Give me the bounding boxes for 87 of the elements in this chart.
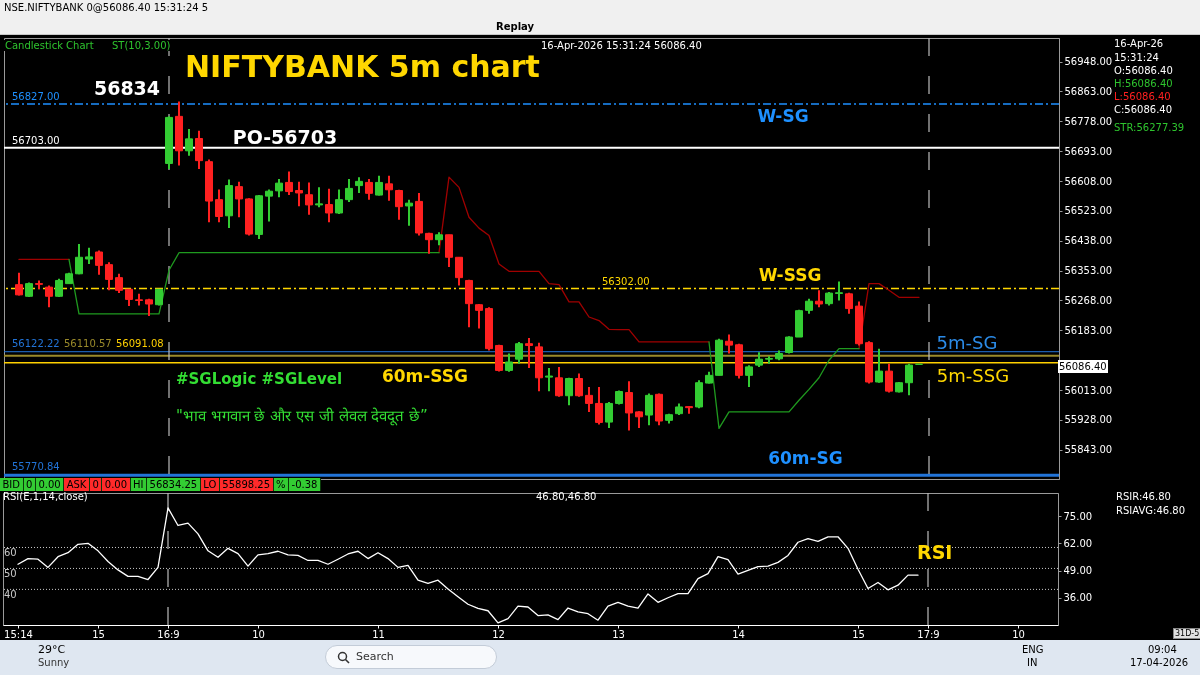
y-tick-label: 55843.00 xyxy=(1064,444,1113,456)
text: RSIAVG:46.80 xyxy=(1116,504,1186,516)
annotation: RSI xyxy=(917,540,953,563)
x-tick-label: 10 xyxy=(252,628,265,640)
annotation: 56086.40 xyxy=(1058,359,1108,373)
y-tick-label: 56268.00 xyxy=(1064,294,1113,306)
annotation: Candlestick Chart xyxy=(4,39,95,51)
x-tick-label: 13 xyxy=(612,628,625,640)
text: ENG xyxy=(1022,644,1044,655)
annotation: -0.38 xyxy=(289,478,321,491)
text: Replay xyxy=(496,21,535,32)
text: Search xyxy=(356,650,394,663)
ref-line-label: 40 xyxy=(4,589,17,601)
text: 31D-5 xyxy=(1173,628,1200,639)
annotation: 56834 xyxy=(93,76,161,98)
annotation: #SGLogic #SGLevel xyxy=(176,370,343,388)
x-tick-label: 16:9 xyxy=(157,628,180,640)
y-tick-label: 75.00 xyxy=(1063,510,1093,522)
annotation: PO-56703 xyxy=(232,125,338,148)
y-tick-label: 56183.00 xyxy=(1064,324,1113,336)
annotation: % xyxy=(273,478,290,491)
y-tick-label: 49.00 xyxy=(1063,565,1093,577)
annotation: 0.00 xyxy=(102,478,131,491)
x-tick-label: 15 xyxy=(852,628,865,640)
y-tick-label: 62.00 xyxy=(1063,537,1093,549)
text: STR:56277.39 xyxy=(1114,122,1185,133)
text: Sunny xyxy=(38,657,70,668)
ref-line-label: 56302.00 xyxy=(602,275,650,287)
annotation: HI xyxy=(130,478,148,491)
ref-line-label: 56827.00 xyxy=(12,91,60,103)
y-tick-label: 56863.00 xyxy=(1064,85,1113,97)
chart-title: RSI(E,1,14,close) xyxy=(3,491,88,502)
text: 16-Apr-26 xyxy=(1114,38,1164,49)
annotation: "भाव भगवान छे और एस जी लेवल देवदूत छे” xyxy=(176,407,428,425)
y-tick-label: 55928.00 xyxy=(1064,414,1113,426)
annotation: LO xyxy=(200,478,220,491)
y-tick-label: 56523.00 xyxy=(1064,205,1113,217)
x-tick-label: 10 xyxy=(1012,628,1025,640)
x-tick-label: 15:14 xyxy=(4,628,33,640)
y-tick-label: 56693.00 xyxy=(1064,145,1113,157)
annotation: 5m-SG xyxy=(936,331,998,353)
annotation: 16-Apr-2026 15:31:24 56086.40 xyxy=(540,39,703,51)
annotation: 60m-SSG xyxy=(381,365,469,386)
y-tick-label: 56438.00 xyxy=(1064,235,1113,247)
text: H:56086.40 xyxy=(1114,77,1173,89)
text: 09:04 xyxy=(1148,644,1177,655)
text: 29°C xyxy=(38,643,66,656)
chart-title: NIFTYBANK 5m chart xyxy=(185,49,540,84)
annotation: 55898.25 xyxy=(219,478,274,491)
text: C:56086.40 xyxy=(1114,103,1173,115)
annotation: W-SSG xyxy=(758,264,822,285)
text: L:56086.40 xyxy=(1114,90,1171,102)
annotation: ASK xyxy=(64,478,90,491)
ref-line-label: 56091.08 xyxy=(116,338,164,350)
annotation: 56834.25 xyxy=(147,478,201,491)
annotation: W-SG xyxy=(757,105,809,126)
y-tick-label: 56948.00 xyxy=(1064,56,1113,68)
annotation: 46.80,46.80 xyxy=(536,491,597,502)
annotation: 0.00 xyxy=(35,478,65,491)
ref-line-label: 50 xyxy=(4,568,17,580)
ref-line-label: 56110.57 xyxy=(64,338,112,350)
y-tick-label: 56353.00 xyxy=(1064,265,1113,277)
ref-line-label: 56122.22 xyxy=(12,338,60,350)
annotation: ST(10,3.00) xyxy=(111,39,172,51)
text: O:56086.40 xyxy=(1114,64,1173,76)
annotation: 60m-SG xyxy=(768,447,843,468)
text: RSIR:46.80 xyxy=(1116,491,1171,502)
x-tick-label: 15 xyxy=(92,628,105,640)
annotation: 5m-SSG xyxy=(936,364,1010,386)
annotation: 0 xyxy=(23,478,36,491)
y-tick-label: 56013.00 xyxy=(1064,384,1113,396)
annotation: 0 xyxy=(89,478,103,491)
text: 17-04-2026 xyxy=(1130,657,1189,668)
x-tick-label: 11 xyxy=(372,628,385,640)
y-tick-label: 56778.00 xyxy=(1064,115,1113,127)
x-tick-label: 17:9 xyxy=(917,628,940,640)
x-tick-label: 12 xyxy=(492,628,505,640)
y-tick-label: 36.00 xyxy=(1063,592,1093,604)
text: 15:31:24 xyxy=(1114,51,1159,63)
text: NSE.NIFTYBANK 0@56086.40 15:31:24 5 xyxy=(4,2,209,13)
text: IN xyxy=(1027,657,1038,668)
ref-line-label: 60 xyxy=(4,547,17,559)
ref-line-label: 56703.00 xyxy=(12,134,60,146)
ref-line-label: 55770.84 xyxy=(12,461,60,473)
y-tick-label: 56608.00 xyxy=(1064,175,1113,187)
annotation: BID xyxy=(0,478,24,491)
x-tick-label: 14 xyxy=(732,628,745,640)
